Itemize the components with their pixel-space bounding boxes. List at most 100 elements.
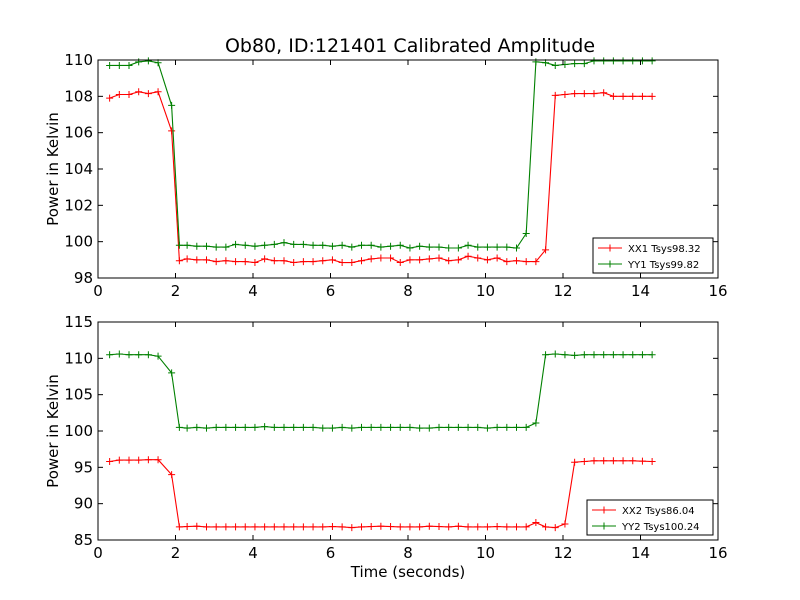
data-point	[474, 254, 482, 262]
data-point	[232, 258, 240, 266]
data-point	[338, 241, 346, 249]
y-tick-label: 110	[64, 349, 93, 367]
data-point	[319, 523, 327, 531]
data-point	[513, 523, 520, 531]
data-point	[261, 423, 269, 431]
data-point	[125, 456, 133, 464]
data-point	[522, 229, 530, 237]
data-point	[222, 257, 230, 265]
data-point	[629, 92, 637, 100]
data-point	[203, 256, 210, 264]
data-point	[168, 471, 176, 479]
data-point	[338, 523, 346, 531]
data-point	[445, 523, 453, 531]
data-point	[483, 523, 491, 531]
x-tick-label: 2	[171, 282, 181, 300]
x-tick-label: 14	[631, 282, 650, 300]
data-point	[638, 457, 646, 465]
data-point	[600, 57, 608, 65]
data-point	[532, 58, 540, 66]
data-point	[435, 254, 443, 262]
y-tick-label: 100	[64, 422, 93, 440]
data-point	[367, 423, 375, 431]
x-tick-label: 12	[553, 282, 572, 300]
data-point	[571, 60, 579, 68]
data-point	[464, 252, 472, 260]
data-point	[464, 523, 472, 531]
data-point	[280, 239, 288, 247]
x-tick-label: 8	[403, 282, 413, 300]
data-point	[619, 57, 627, 65]
data-point	[435, 243, 443, 251]
legend-entry: YY1 Tsys99.82	[627, 260, 699, 271]
data-point	[232, 240, 240, 248]
data-point	[425, 522, 433, 530]
data-point	[396, 241, 404, 249]
data-point	[483, 424, 491, 432]
x-tick-label: 10	[476, 282, 495, 300]
data-point	[532, 258, 540, 266]
x-tick-label: 6	[326, 282, 336, 300]
data-point	[493, 254, 501, 262]
data-point	[251, 242, 259, 250]
data-point	[638, 92, 646, 100]
data-point	[175, 423, 183, 431]
data-point	[377, 423, 385, 431]
data-point	[406, 244, 414, 252]
x-tick-label: 2	[171, 544, 181, 562]
data-point	[115, 350, 123, 358]
data-point	[377, 243, 385, 251]
data-point	[222, 423, 230, 431]
data-point	[154, 352, 162, 360]
data-point	[270, 423, 278, 431]
data-point	[348, 243, 356, 251]
data-point	[483, 256, 491, 264]
data-point	[619, 457, 627, 465]
data-point	[387, 242, 395, 250]
data-point	[454, 256, 462, 264]
data-point	[125, 91, 133, 99]
data-point	[270, 240, 278, 248]
data-point	[571, 458, 579, 466]
data-point	[561, 351, 569, 359]
data-point	[338, 259, 346, 267]
data-point	[522, 423, 530, 431]
data-point	[106, 94, 114, 102]
data-point	[232, 423, 240, 431]
data-point	[377, 522, 385, 530]
data-point	[183, 255, 191, 263]
y-tick-label: 106	[64, 124, 93, 142]
data-point	[416, 424, 424, 432]
data-point	[367, 523, 375, 531]
data-point	[561, 520, 569, 528]
data-point	[377, 254, 385, 262]
y-tick-label: 85	[74, 531, 93, 549]
data-point	[125, 351, 133, 359]
data-point	[609, 92, 617, 100]
data-point	[406, 523, 414, 531]
data-point	[106, 61, 114, 69]
legend-marker	[600, 522, 608, 530]
data-point	[590, 351, 598, 359]
data-point	[619, 351, 627, 359]
data-point	[638, 351, 646, 359]
data-point	[445, 423, 453, 431]
data-point	[203, 242, 210, 250]
bottom-chart-panel: 0 2 4 6 8 10 12 14 16 85 90 95 100 105 110 115 Power in …	[44, 313, 728, 581]
data-point	[115, 61, 123, 69]
data-point	[193, 522, 201, 530]
x-tick-label: 4	[248, 544, 258, 562]
data-point	[609, 57, 617, 65]
data-point	[348, 524, 356, 532]
legend-marker	[600, 506, 608, 514]
data-point	[319, 241, 327, 249]
data-point	[212, 243, 220, 251]
data-point	[396, 523, 404, 531]
data-point	[648, 458, 656, 466]
data-point	[454, 522, 462, 530]
data-point	[309, 258, 317, 266]
legend-box	[586, 499, 714, 536]
data-point	[629, 457, 637, 465]
legend-entry: XX1 Tsys98.32	[628, 244, 701, 255]
data-point	[261, 255, 269, 263]
